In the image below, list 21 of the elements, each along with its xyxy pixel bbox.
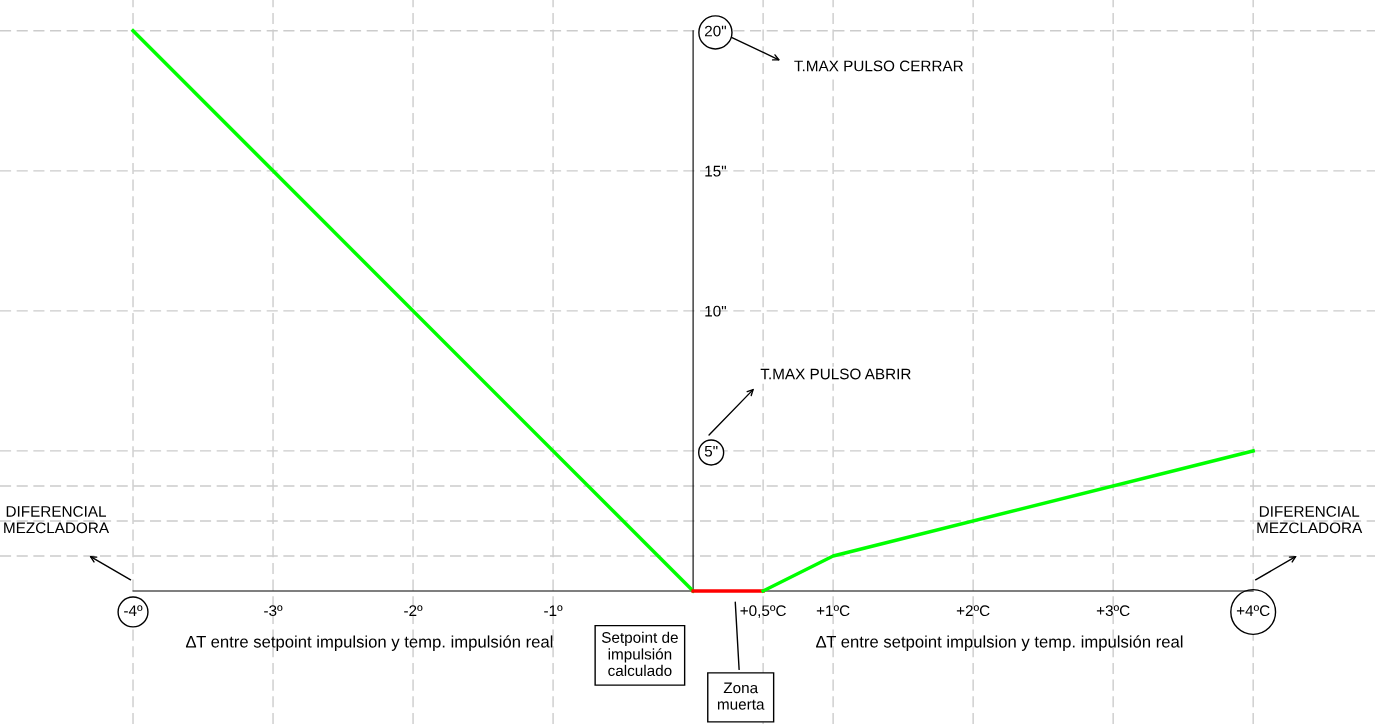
x-tick-label: +1ºC [816,605,850,617]
annotation: DIFERENCIAL MEZCLADORA [4,506,110,534]
annotation: T.MAX PULSO CERRAR [794,60,963,72]
x-tick-label: -1º [544,605,563,616]
x-axis-title: ∆T entre setpoint impulsion y temp. impulsión real [816,635,1183,651]
x-tick-label: -4º [124,605,143,616]
annotation: Zona muerta [717,682,765,710]
annotation: DIFERENCIAL MEZCLADORA [1257,506,1363,534]
x-tick-label: +3ºC [1096,605,1130,617]
x-tick-label: +2ºC [956,605,990,617]
x-tick-label: +0,5ºC [740,605,786,618]
annotation: Setpoint de impulsión calculado [601,631,678,677]
annotation: ∆T entre setpoint impulsion y temp. impulsión real [185,635,553,651]
y-tick-label: 10" [705,305,726,317]
x-tick-label: -2º [404,605,423,616]
x-tick-label: +4ºC [1236,605,1270,617]
y-tick-label: 15" [705,165,726,177]
x-tick-label: -3º [264,605,283,617]
y-tick-label: 5" [704,445,718,457]
y-tick-label: 20" [704,25,726,37]
annotation: T.MAX PULSO ABRIR [760,368,911,380]
